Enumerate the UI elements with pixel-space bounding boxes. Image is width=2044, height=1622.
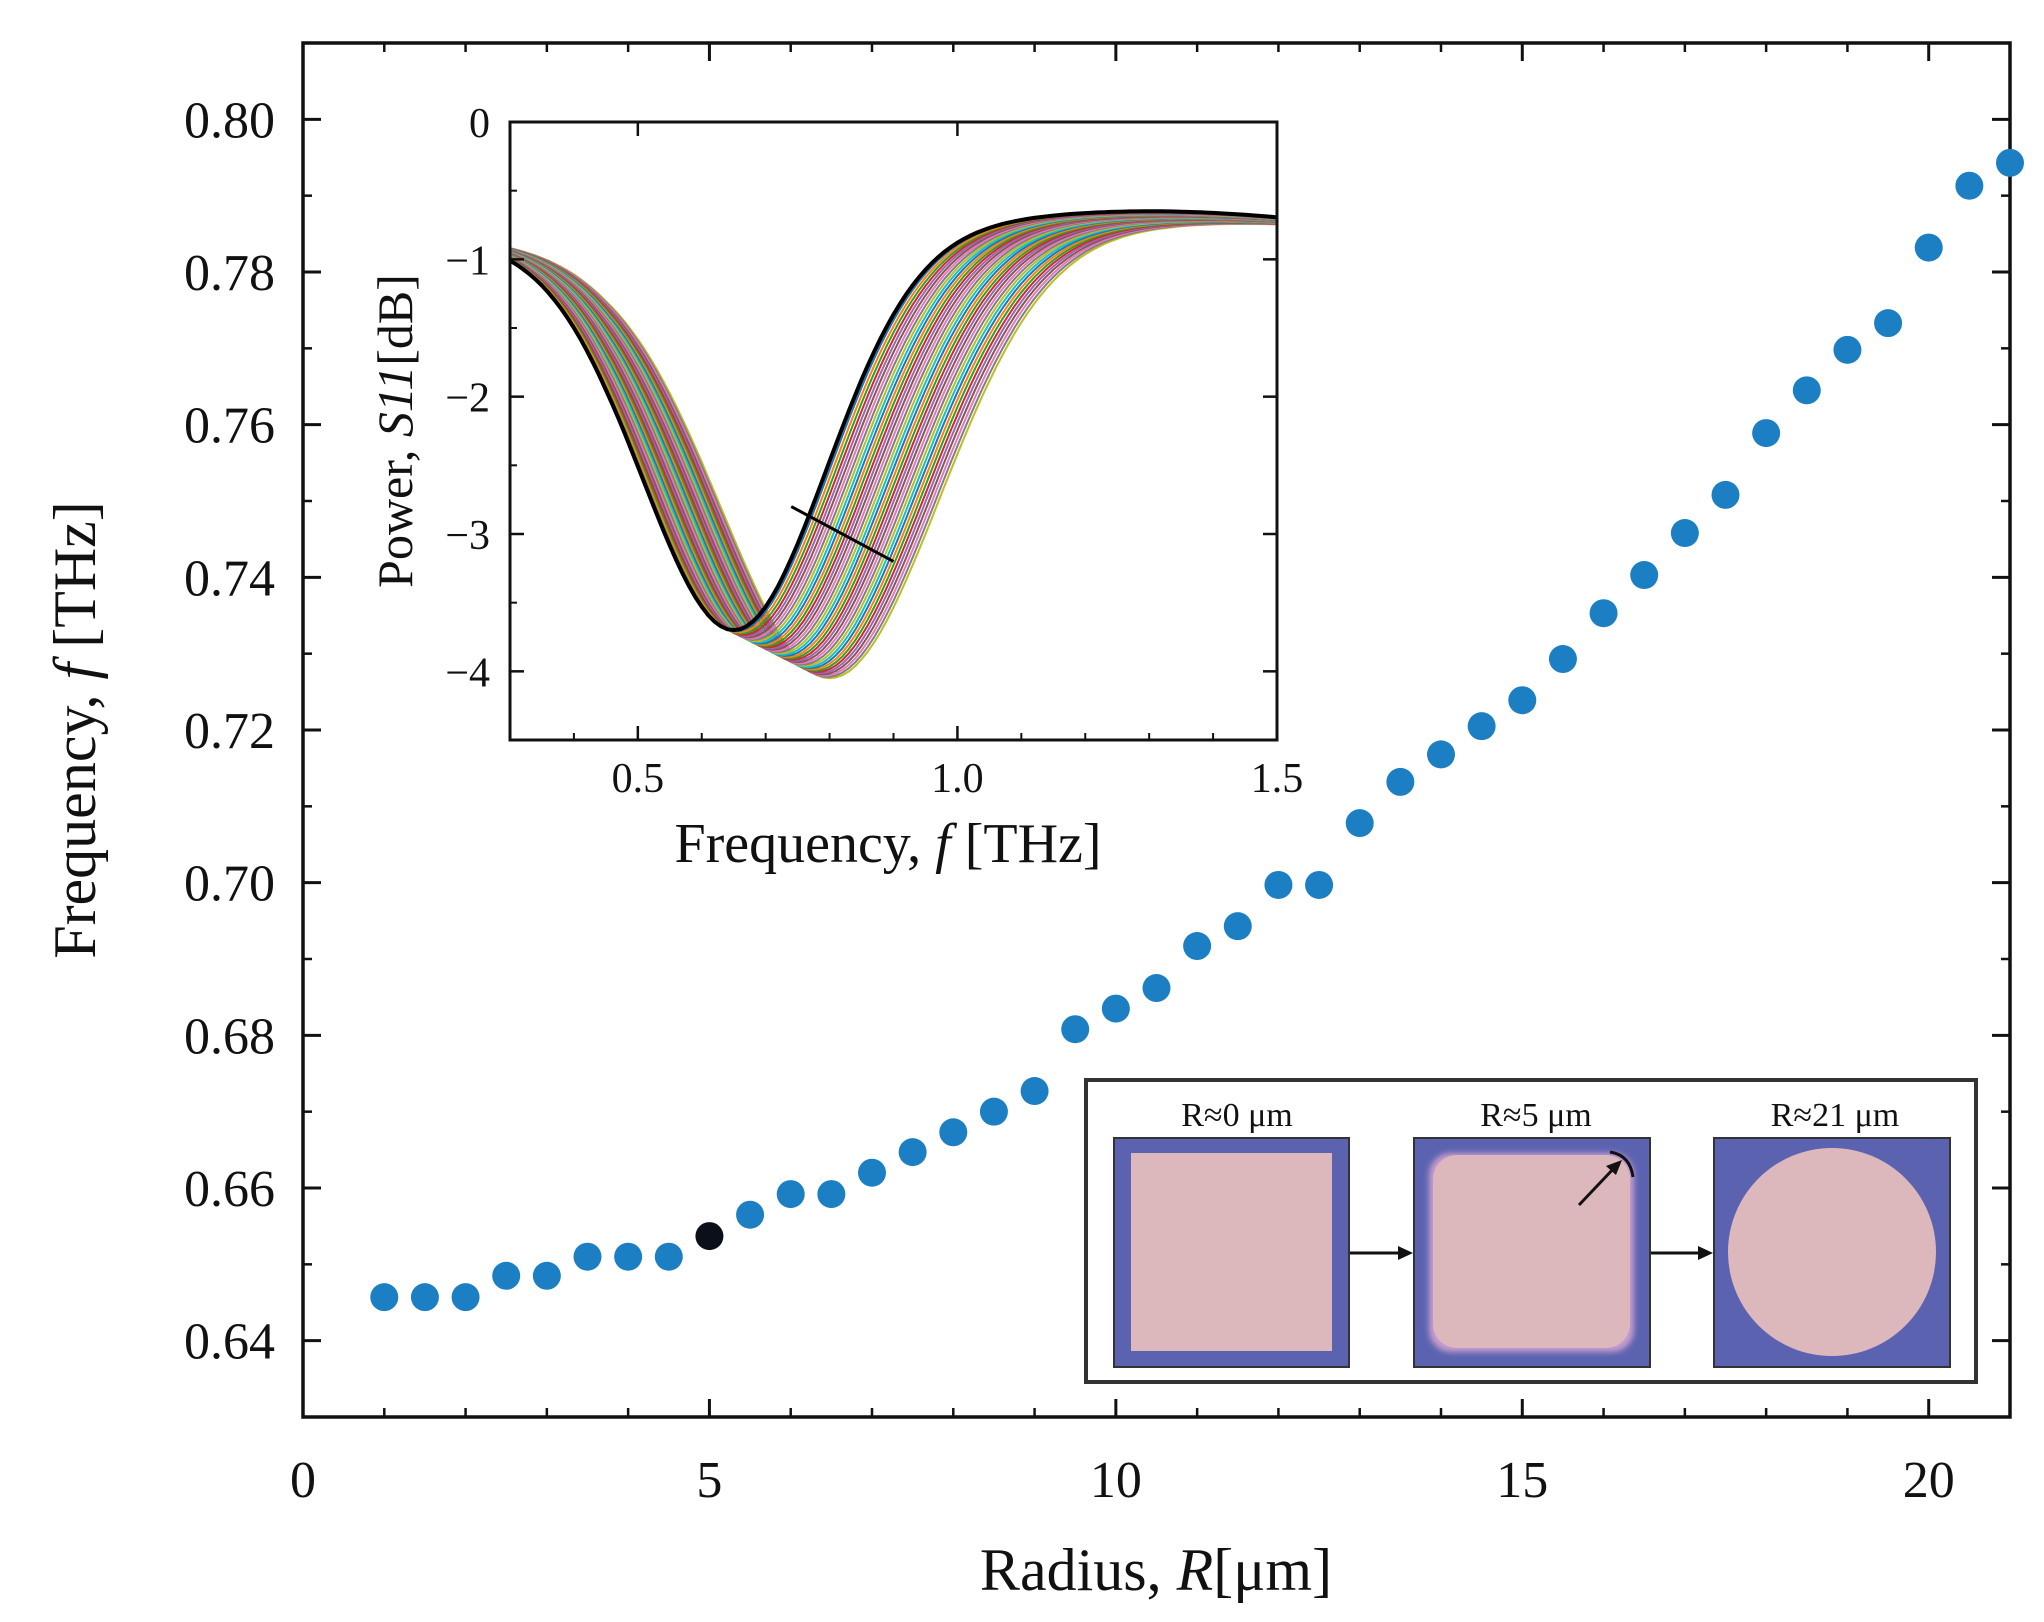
- main-y-tick-label: 0.64: [184, 1314, 275, 1371]
- geometry-panel-2: R≈5 μm: [1413, 1097, 1651, 1368]
- inset-y-tick-label: 0: [469, 101, 490, 147]
- main-y-tick-label: 0.68: [184, 1008, 275, 1065]
- data-point: [776, 1180, 805, 1209]
- data-point: [614, 1242, 643, 1271]
- main-y-tick-label: 0.76: [184, 398, 275, 455]
- data-point: [1061, 1015, 1090, 1044]
- inset-spectrum-plot: 0.5 1.0 1.5 0 −1 −2 −3 −4 Frequency, f [THz] P…: [367, 101, 1303, 875]
- data-point: [1630, 561, 1659, 590]
- data-point: [573, 1242, 602, 1271]
- main-y-axis-label: Frequency, f [THz]: [42, 501, 108, 959]
- data-point: [1020, 1077, 1049, 1106]
- main-y-ticks: 0.64 0.66 0.68 0.70 0.72 0.74 0.76 0.78 0.80: [184, 92, 2010, 1371]
- main-y-tick-label: 0.66: [184, 1161, 275, 1218]
- data-point: [1752, 419, 1781, 448]
- geometry-panel-1: R≈0 μm: [1113, 1097, 1350, 1368]
- geometry-panel-label: R≈0 μm: [1181, 1097, 1293, 1134]
- geometry-panel-3: R≈21 μm: [1713, 1097, 1951, 1368]
- main-x-tick-label: 15: [1496, 1452, 1548, 1509]
- transition-arrow-1: [1350, 1246, 1413, 1260]
- data-point: [1548, 645, 1577, 674]
- main-plot: 0 5 10 15 20 0.64 0.66 0.68 0.70 0.72 0.74 0.76 0.7…: [42, 41, 2024, 1603]
- main-y-tick-label: 0.72: [184, 703, 275, 760]
- main-y-tick-label: 0.70: [184, 856, 275, 913]
- main-x-axis-label: Radius, R[μm]: [980, 1537, 1332, 1603]
- resonator-circle: [1728, 1148, 1936, 1356]
- data-point: [898, 1138, 927, 1167]
- data-point: [1955, 171, 1984, 200]
- radius-arrow-head: [1606, 1160, 1622, 1175]
- data-point: [492, 1261, 521, 1290]
- geometry-panel-label: R≈21 μm: [1771, 1097, 1900, 1134]
- data-point: [1142, 974, 1171, 1003]
- data-point: [1183, 932, 1212, 961]
- corner-radius-arc: [1609, 1150, 1635, 1178]
- data-point: [1589, 599, 1618, 628]
- inset-y-tick-label: −4: [445, 650, 490, 696]
- data-point: [370, 1283, 399, 1312]
- data-point: [410, 1283, 439, 1312]
- data-point: [451, 1283, 480, 1312]
- inset-y-tick-label: −1: [445, 238, 490, 284]
- data-point: [1711, 480, 1740, 509]
- data-point: [1670, 519, 1699, 548]
- data-point: [1386, 767, 1415, 796]
- transition-arrow-2: [1651, 1246, 1713, 1260]
- highlighted-data-point: [695, 1222, 724, 1251]
- data-point: [532, 1261, 561, 1290]
- main-x-tick-label: 0: [290, 1452, 316, 1509]
- geometry-evolution-inset: R≈0 μm R≈5 μm R≈21 μm: [1084, 1078, 1978, 1384]
- data-point: [1833, 335, 1862, 364]
- data-point: [1345, 809, 1374, 838]
- data-point: [1508, 686, 1537, 715]
- data-point: [1874, 309, 1903, 338]
- inset-x-tick-label: 0.5: [612, 756, 665, 802]
- inset-y-ticks: 0 −1 −2 −3 −4: [445, 101, 1277, 696]
- data-point: [858, 1158, 886, 1187]
- data-point: [1427, 740, 1455, 769]
- data-point: [979, 1097, 1008, 1126]
- inset-y-tick-label: −2: [445, 376, 490, 422]
- main-y-tick-label: 0.74: [184, 550, 275, 607]
- inset-x-axis-label: Frequency, f [THz]: [674, 813, 1101, 875]
- radius-arrow: [1577, 1164, 1618, 1207]
- shift-arrow: [790, 505, 895, 563]
- spectrum-curve-r5: [508, 209, 1278, 633]
- data-point: [1101, 994, 1130, 1023]
- data-point: [1996, 148, 2024, 177]
- geometry-panel-label: R≈5 μm: [1480, 1097, 1592, 1134]
- data-point: [1467, 712, 1496, 741]
- data-point: [1914, 233, 1943, 262]
- main-x-ticks: 0 5 10 15 20: [290, 43, 1955, 1509]
- resonator-square: [1131, 1153, 1332, 1351]
- inset-y-tick-label: −3: [445, 513, 490, 559]
- inset-x-ticks: 0.5 1.0 1.5: [572, 122, 1304, 802]
- data-point: [1305, 870, 1334, 899]
- main-data-points: [370, 148, 2024, 1312]
- inset-x-tick-label: 1.5: [1251, 756, 1304, 802]
- inset-x-tick-label: 1.0: [931, 756, 984, 802]
- main-x-tick-label: 5: [696, 1452, 722, 1509]
- inset-curves: [508, 209, 1278, 680]
- main-x-tick-label: 20: [1903, 1452, 1955, 1509]
- inset-y-axis-label: Power, S11[dB]: [367, 274, 423, 588]
- inset-frame: [508, 120, 1279, 742]
- data-point: [1223, 912, 1252, 941]
- data-point: [1792, 376, 1821, 405]
- data-point: [654, 1242, 683, 1271]
- main-y-tick-label: 0.80: [184, 92, 275, 149]
- data-point: [1264, 870, 1293, 899]
- data-point: [736, 1200, 765, 1229]
- main-x-tick-label: 10: [1090, 1452, 1142, 1509]
- data-point: [817, 1180, 846, 1209]
- main-y-tick-label: 0.78: [184, 245, 275, 302]
- data-point: [939, 1118, 968, 1147]
